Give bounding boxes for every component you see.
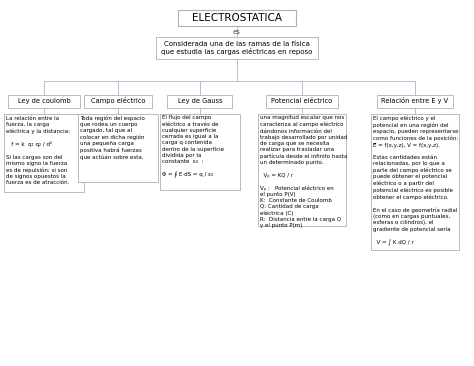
FancyBboxPatch shape <box>258 113 346 225</box>
Text: Toda región del espacio
que rodea un cuerpo
cargado, tal que al
colocar en dicha: Toda región del espacio que rodea un cue… <box>80 116 145 160</box>
Text: Ley de coulomb: Ley de coulomb <box>18 98 70 104</box>
FancyBboxPatch shape <box>156 37 318 59</box>
Text: Potencial eléctrico: Potencial eléctrico <box>272 98 333 104</box>
FancyBboxPatch shape <box>167 94 233 108</box>
Text: El flujo del campo
eléctrico a través de
cualquier superficie
cerrada es igual a: El flujo del campo eléctrico a través de… <box>162 116 224 178</box>
FancyBboxPatch shape <box>4 113 84 191</box>
Text: Campo eléctrico: Campo eléctrico <box>91 97 145 105</box>
Text: es: es <box>233 29 241 35</box>
Text: ELECTROSTATICA: ELECTROSTATICA <box>192 13 282 23</box>
FancyBboxPatch shape <box>78 113 158 182</box>
Text: Considerada una de las ramas de la física
que estudia las cargas eléctricas en r: Considerada una de las ramas de la físic… <box>161 41 313 55</box>
Text: Ley de Gauss: Ley de Gauss <box>178 98 222 104</box>
FancyBboxPatch shape <box>84 94 152 108</box>
Text: Relación entre E y V: Relación entre E y V <box>382 97 448 105</box>
FancyBboxPatch shape <box>160 113 240 190</box>
FancyBboxPatch shape <box>178 10 296 26</box>
Text: una magnitud escalar que nos
caracteriza al campo eléctrico
dándonos información: una magnitud escalar que nos caracteriza… <box>260 116 347 228</box>
FancyBboxPatch shape <box>8 94 80 108</box>
FancyBboxPatch shape <box>371 113 459 250</box>
FancyBboxPatch shape <box>377 94 453 108</box>
FancyBboxPatch shape <box>266 94 338 108</box>
Text: El campo eléctrico y el
potencial en una región del
espacio, pueden representars: El campo eléctrico y el potencial en una… <box>373 116 458 246</box>
Text: La relación entre la
fuerza, la carga
eléctrica y la distancia:

   f = k  q₁ q₂: La relación entre la fuerza, la carga el… <box>6 116 70 185</box>
